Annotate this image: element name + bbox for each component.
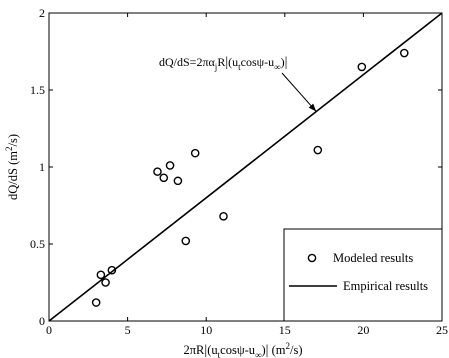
legend-marker-modeled — [307, 253, 317, 263]
modeled-point — [165, 161, 175, 170]
legend: Modeled results Empirical results — [283, 228, 443, 322]
modeled-point — [159, 173, 169, 183]
x-tick-label: 20 — [357, 323, 369, 337]
x-axis-label: 2πR|(utcosψ-u∞)| (m2/s) — [184, 341, 303, 358]
ticks: 0 5 10 15 20 25 0 0.5 1 1.5 2 — [30, 6, 448, 337]
modeled-point — [399, 48, 409, 58]
x-tick-label: 10 — [200, 323, 212, 337]
x-tick-label: 0 — [46, 323, 52, 337]
x-tick-label: 15 — [279, 323, 291, 337]
modeled-point — [190, 148, 200, 158]
legend-box — [283, 228, 443, 322]
annotation-arrowhead — [308, 103, 317, 112]
y-tick-label: 1.5 — [30, 83, 45, 97]
modeled-point — [219, 211, 228, 221]
annotation: dQ/dS=2παjR|(utcosψ-u∞)| — [159, 55, 317, 112]
legend-label-modeled: Modeled results — [333, 251, 413, 265]
x-tick-label: 25 — [436, 323, 448, 337]
modeled-point — [91, 298, 101, 307]
y-tick-label: 0 — [39, 314, 45, 328]
empirical-line — [48, 12, 443, 322]
modeled-point — [313, 145, 323, 155]
y-axis-label: dQ/dS (m2/s) — [4, 134, 20, 200]
modeled-point — [181, 236, 191, 246]
series — [48, 12, 443, 322]
y-tick-label: 2 — [39, 6, 45, 20]
x-tick-label: 5 — [125, 323, 131, 337]
y-tick-label: 1 — [39, 160, 45, 174]
y-tick-label: 0.5 — [30, 237, 45, 251]
legend-label-empirical: Empirical results — [343, 279, 428, 293]
annotation-text: dQ/dS=2παjR|(utcosψ-u∞)| — [159, 55, 287, 72]
annotation-arrow — [281, 72, 317, 112]
modeled-point — [357, 62, 367, 72]
modeled-point — [101, 278, 110, 287]
modeled-point — [107, 265, 117, 275]
modeled-point — [96, 270, 106, 280]
modeled-point — [153, 167, 162, 176]
modeled-point — [173, 176, 183, 186]
